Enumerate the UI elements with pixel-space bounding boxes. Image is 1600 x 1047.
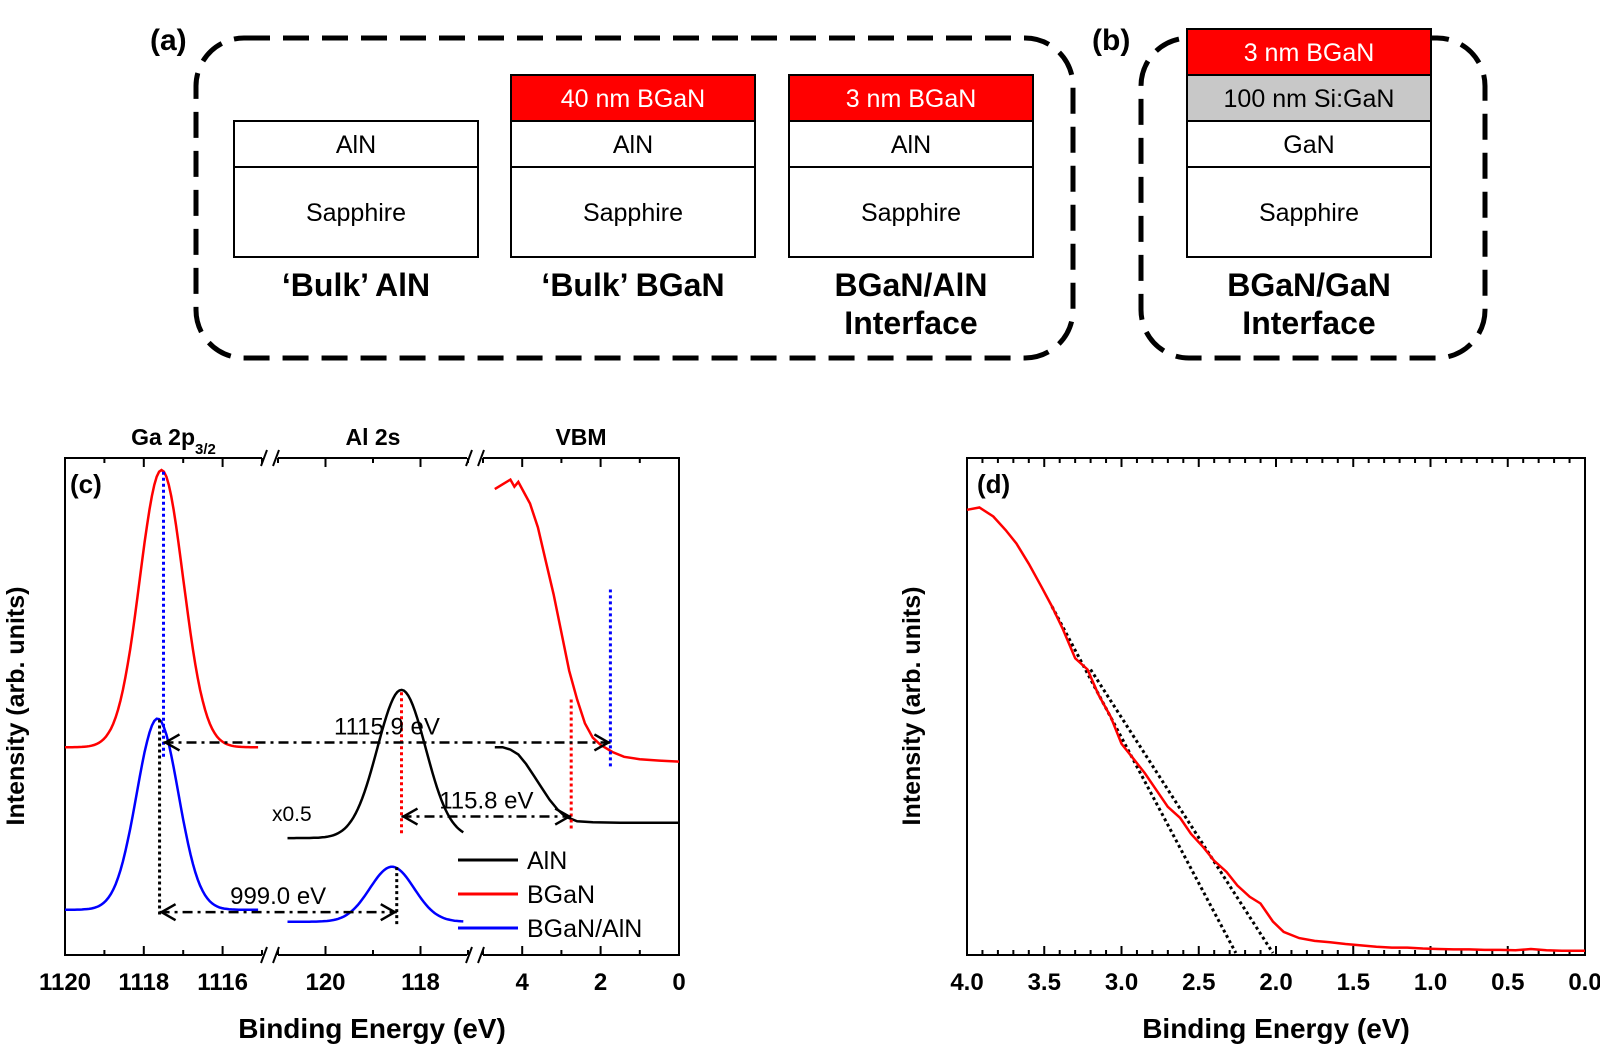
curve-bgan-aln-4: [65, 717, 259, 912]
chart-d-frame: [966, 457, 1586, 956]
d-tick-label-3.0: 3.0: [1105, 969, 1138, 996]
stack-a-layer-0-1: [233, 166, 479, 258]
c-tick-label-0-1116: 1116: [197, 969, 248, 996]
stack-a-layer-label-2-1: AlN: [891, 131, 931, 159]
stack-b-layer-label-0-3: Sapphire: [1259, 199, 1359, 227]
break-1-gap-top: [262, 455, 278, 461]
chart-c-legend: AlN BGaN BGaN/AlN: [458, 847, 642, 943]
d-tick-label-4.0: 4.0: [950, 969, 983, 996]
d-tick-label-1.5: 1.5: [1337, 969, 1370, 996]
break-2-gap-top: [467, 455, 483, 461]
panel-b: (b) 3 nm BGaN 100 nm Si:GaN GaN Sapphire BGa…: [1092, 24, 1488, 361]
legend-label-0: AlN: [527, 847, 567, 875]
break-2-slash-b-1: [477, 946, 485, 964]
stack-b-layer-0-0: [1186, 28, 1432, 76]
stack-a-caption-2-0: BGaN/AlN: [835, 267, 988, 303]
d-tick-label-0.5: 0.5: [1491, 969, 1524, 996]
chart-c: (c) Intensity (arb. units) Binding Energ…: [2, 424, 686, 1044]
break-2-gap-bottom: [467, 952, 483, 958]
stack-b-layer-0-1: [1186, 74, 1432, 122]
fit-line-0: [1050, 605, 1238, 954]
c-tick-label-2-4: 4: [516, 969, 530, 996]
segment-heading-1: Al 2s: [346, 424, 401, 450]
break-1-slash-a-0: [260, 449, 268, 467]
separation-arrow-left-1: [400, 807, 419, 826]
separation-label-0: 1115.9 eV: [334, 713, 440, 740]
c-tick-label-0-1120: 1120: [39, 969, 91, 996]
stack-b-layer-label-0-1: 100 nm Si:GaN: [1224, 85, 1395, 113]
separation-arrow-right-1: [554, 807, 572, 826]
stack-a-layer-2-2: [788, 166, 1034, 258]
d-tick-label-1.0: 1.0: [1414, 969, 1447, 996]
stack-a-layer-2-0: [788, 74, 1034, 122]
curve-bgan-0: [65, 468, 259, 749]
chart-d-panel-label: (d): [977, 469, 1010, 499]
c-tick-label-2-2: 2: [594, 969, 607, 996]
chart-c-panel-label: (c): [70, 469, 102, 499]
fit-line-1: [1089, 668, 1275, 954]
stack-a-layer-label-1-1: AlN: [613, 131, 653, 159]
stack-b-caption-0-1: Interface: [1242, 305, 1375, 341]
chart-c-ylabel: Intensity (arb. units): [2, 587, 30, 826]
segment-heading-2: VBM: [555, 424, 606, 450]
c-tick-label-0-1118: 1118: [118, 969, 169, 996]
chart-c-xlabel: Binding Energy (eV): [238, 1013, 506, 1044]
chart-c-marks: Ga 2p3/2 Al 2s VBM 1120 1118 1116 120 118 4 2 0 111…: [39, 424, 686, 996]
stack-a-layer-label-0-0: AlN: [336, 131, 376, 159]
vbm-curve-0: [966, 506, 1585, 953]
stack-b-caption-0-0: BGaN/GaN: [1227, 267, 1391, 303]
curve-bgan-1: [494, 477, 680, 763]
legend-label-1: BGaN: [527, 881, 595, 909]
break-2-slash-b-0: [477, 449, 485, 467]
segment-heading-0: Ga 2p3/2: [131, 424, 216, 458]
chart-d: (d) Intensity (arb. units) Binding Energ…: [898, 457, 1600, 1044]
stack-a-caption-2-1: Interface: [844, 305, 977, 341]
panel-a-label: (a): [150, 24, 187, 57]
stack-b-layer-label-0-2: GaN: [1283, 131, 1334, 159]
chart-d-ylabel: Intensity (arb. units): [898, 587, 926, 826]
panel-a-stacks: AlN Sapphire ‘Bulk’ AlN 40 nm BGaN AlN Sapphi…: [233, 74, 1034, 341]
stack-b-layer-0-2: [1186, 120, 1432, 168]
stack-b-layer-0-3: [1186, 166, 1432, 258]
curve-aln-2: [287, 688, 464, 840]
d-tick-label-2.0: 2.0: [1259, 969, 1292, 996]
separation-arrow-left-0: [162, 733, 181, 752]
stack-a-caption-0-0: ‘Bulk’ AlN: [282, 267, 430, 303]
stack-a-caption-1-0: ‘Bulk’ BGaN: [541, 267, 724, 303]
break-1-slash-b-0: [272, 449, 280, 467]
chart-d-xlabel: Binding Energy (eV): [1142, 1013, 1410, 1044]
panel-a-dashed-border: [193, 35, 1076, 361]
break-1-gap-bottom: [262, 952, 278, 958]
separation-arrow-right-0: [593, 733, 611, 752]
stack-a-layer-label-0-1: Sapphire: [306, 199, 406, 227]
break-1-slash-b-1: [272, 946, 280, 964]
c-tick-label-2-0: 0: [672, 969, 685, 996]
c-tick-label-1-118: 118: [401, 969, 440, 996]
panel-a: (a) AlN Sapphire ‘Bulk’ AlN 40 nm BGaN AlN Sa…: [150, 24, 1076, 361]
c-tick-label-1-120: 120: [305, 969, 345, 996]
separation-arrow-right-2: [380, 903, 398, 922]
d-tick-label-0.0: 0.0: [1568, 969, 1600, 996]
stack-a-layer-label-2-2: Sapphire: [861, 199, 961, 227]
break-1-slash-a-1: [260, 946, 268, 964]
panel-b-label: (b): [1092, 24, 1130, 57]
stack-b-layer-label-0-0: 3 nm BGaN: [1244, 39, 1375, 67]
chart-d-marks: 4.0 3.5 3.0 2.5 2.0 1.5 1.0 0.5 0.0: [950, 458, 1600, 996]
legend-label-2: BGaN/AlN: [527, 915, 642, 943]
separation-arrow-left-2: [159, 903, 177, 922]
stack-a-layer-label-1-2: Sapphire: [583, 199, 683, 227]
stack-a-layer-2-1: [788, 120, 1034, 168]
stack-a-layer-label-1-0: 40 nm BGaN: [561, 85, 706, 113]
chart-c-annotation-x0.5: x0.5: [272, 803, 312, 826]
stack-a-layer-1-2: [510, 166, 756, 258]
d-tick-label-2.5: 2.5: [1182, 969, 1215, 996]
panel-b-stacks: 3 nm BGaN 100 nm Si:GaN GaN Sapphire BGaN/Ga…: [1186, 28, 1432, 341]
d-tick-label-3.5: 3.5: [1028, 969, 1061, 996]
stack-a-layer-label-2-0: 3 nm BGaN: [846, 85, 977, 113]
curve-aln-3: [494, 745, 679, 825]
separation-label-1: 115.8 eV: [439, 788, 533, 815]
separation-label-2: 999.0 eV: [230, 883, 326, 910]
curve-bgan-aln-5: [287, 865, 464, 923]
